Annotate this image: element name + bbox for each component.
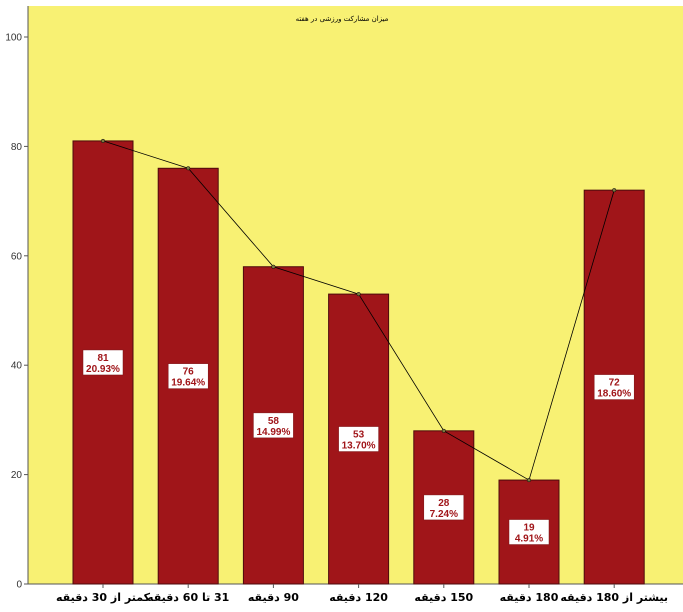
line-point <box>186 166 191 171</box>
x-tick-label: 150 دقیقه <box>414 591 473 604</box>
data-label-count: 19 <box>523 523 535 534</box>
data-label-percent: 20.93% <box>86 364 120 375</box>
data-label-percent: 18.60% <box>597 389 631 400</box>
data-label-box <box>253 412 294 439</box>
data-label-percent: 19.64% <box>171 378 205 389</box>
y-tick-label: 100 <box>5 33 22 44</box>
data-label-box <box>338 426 379 452</box>
data-label-count: 53 <box>353 430 365 441</box>
y-tick-label: 20 <box>11 470 23 481</box>
data-label-box <box>423 494 465 521</box>
data-label-box <box>167 363 209 389</box>
data-label-percent: 7.24% <box>430 509 458 520</box>
x-tick-label: کمتر از 30 دقیقه <box>56 591 151 604</box>
line-point <box>441 428 446 433</box>
line-point <box>271 264 276 269</box>
data-label-count: 72 <box>609 378 621 389</box>
x-tick-label: بیشتر از 180 دقیقه <box>560 591 668 604</box>
data-label-box <box>508 519 550 545</box>
data-label-box <box>82 349 124 376</box>
data-label-count: 81 <box>97 353 109 364</box>
chart-title: میزان مشارکت ورزشی در هفته <box>296 15 389 23</box>
line-point <box>612 188 617 193</box>
data-label-percent: 4.91% <box>515 534 543 545</box>
y-tick-label: 80 <box>11 142 23 153</box>
data-label-count: 76 <box>183 367 195 378</box>
x-tick-label: 120 دقیقه <box>329 591 388 604</box>
data-label-count: 58 <box>268 416 280 427</box>
line-point <box>356 292 361 297</box>
x-tick-label: 180 دقیقه <box>500 591 559 604</box>
y-tick-label: 0 <box>16 580 22 591</box>
line-point <box>526 478 532 483</box>
data-label-percent: 14.99% <box>256 427 290 438</box>
y-tick-label: 40 <box>11 361 23 372</box>
line-point <box>100 138 106 143</box>
x-tick-label: 90 دقیقه <box>248 591 299 604</box>
data-label-count: 28 <box>438 498 450 509</box>
y-tick-label: 60 <box>11 251 23 262</box>
data-label-percent: 13.70% <box>342 441 376 452</box>
x-tick-label: 31 تا 60 دقیقه <box>147 591 229 604</box>
data-label-box <box>593 374 635 400</box>
